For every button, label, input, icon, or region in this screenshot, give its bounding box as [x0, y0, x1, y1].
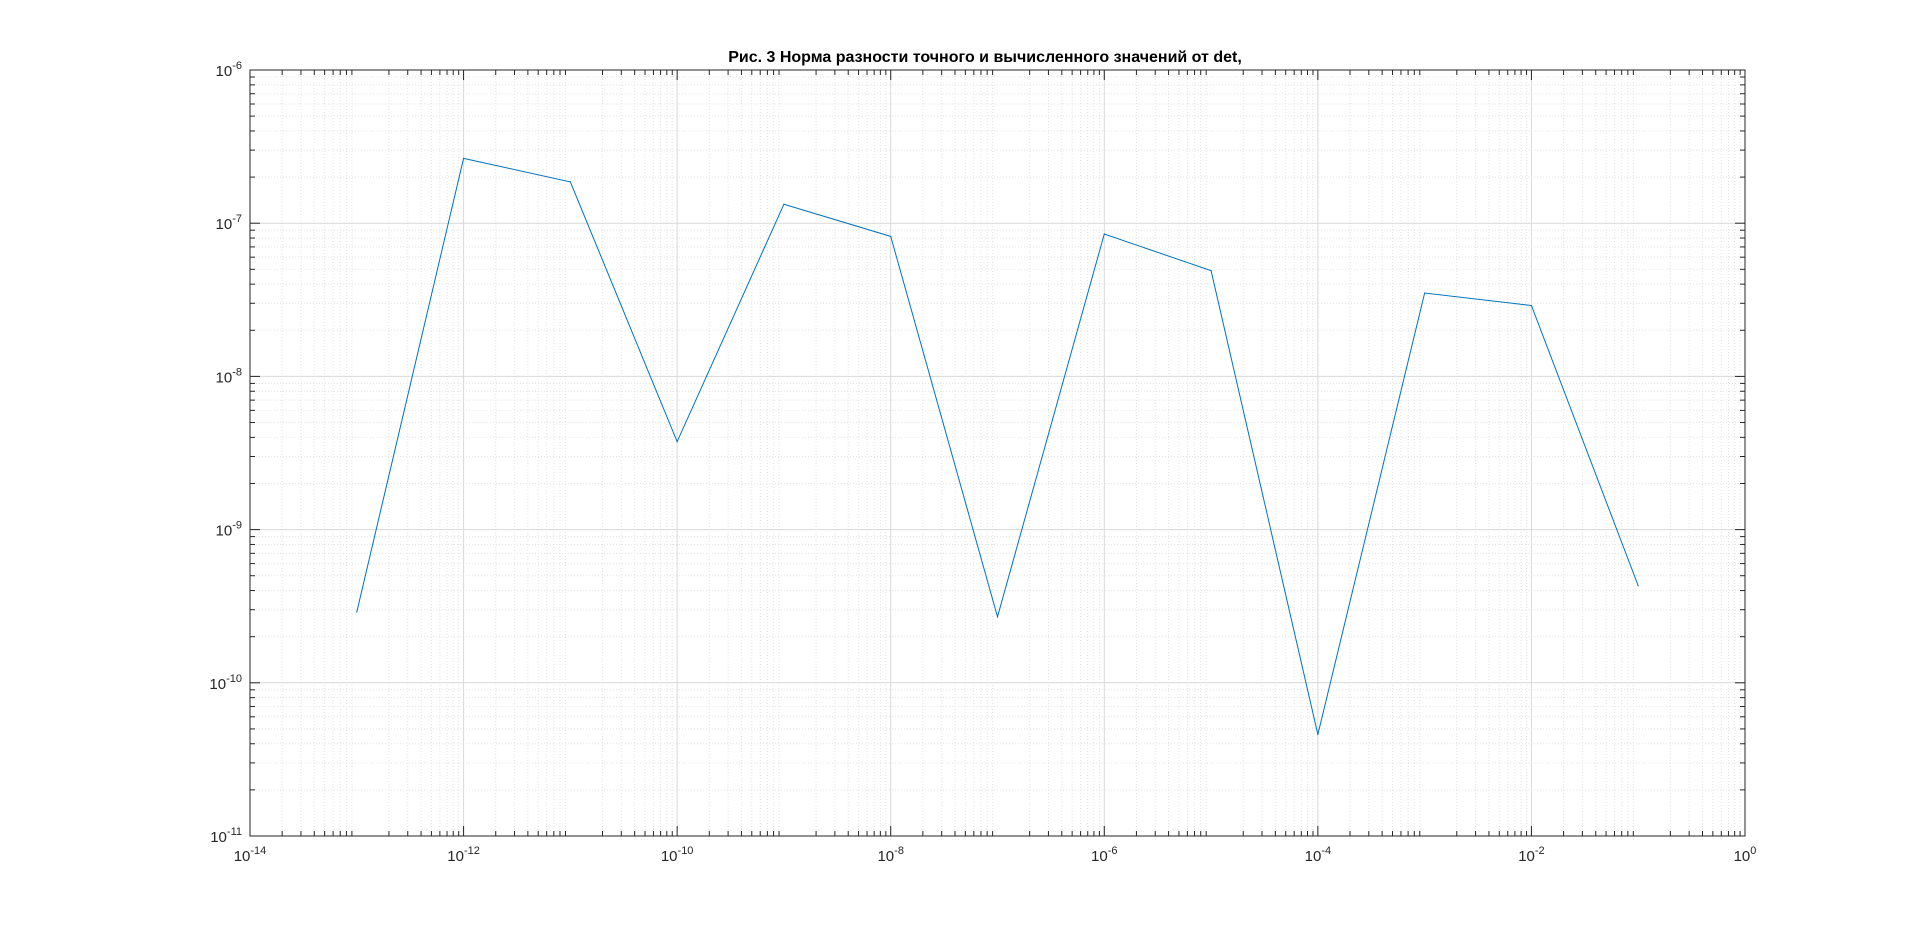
x-tick-label: 10-12 — [447, 845, 480, 865]
x-tick-label-base: 10 — [1091, 848, 1108, 865]
x-tick-label-exponent: -2 — [1535, 845, 1545, 857]
data-point — [1530, 304, 1533, 307]
y-tick-label-exponent: -6 — [232, 60, 242, 72]
data-point — [1103, 233, 1105, 235]
y-tick-label: 10-8 — [216, 366, 242, 386]
x-tick-label: 10-6 — [1091, 845, 1117, 865]
minor-grid — [250, 70, 1745, 836]
x-tick-labels: 10-14 10-12 10-10 10-8 10-6 10-4 10-2 100 — [234, 845, 1757, 865]
axes-frame — [249, 69, 1746, 837]
x-tick-label: 10-8 — [877, 845, 903, 865]
x-tick-label-exponent: -4 — [1321, 845, 1331, 857]
x-tick-label-exponent: -8 — [894, 845, 904, 857]
y-tick-label-base: 10 — [216, 63, 233, 80]
y-tick-label-base: 10 — [216, 369, 233, 386]
x-tick-label-base: 10 — [1305, 848, 1322, 865]
data-point — [783, 203, 785, 205]
x-tick-label: 10-14 — [234, 845, 267, 865]
x-tick-label-exponent: -10 — [678, 845, 694, 857]
x-tick-label: 10-2 — [1518, 845, 1544, 865]
y-tick-label-base: 10 — [209, 676, 226, 693]
chart-title: Рис. 3 Норма разности точного и вычислен… — [728, 49, 1242, 66]
data-point — [569, 181, 571, 183]
series-group — [356, 157, 1639, 736]
data-point — [996, 616, 999, 618]
y-tick-label-exponent: -11 — [227, 826, 242, 838]
y-tick-label-exponent: -9 — [232, 520, 242, 532]
y-tick-label-exponent: -7 — [232, 213, 242, 225]
data-point — [676, 441, 678, 443]
y-tick-label: 10-7 — [216, 213, 242, 233]
y-tick-label: 10-11 — [210, 826, 242, 846]
y-tick-label-base: 10 — [210, 829, 227, 846]
x-tick-label: 10-4 — [1305, 845, 1331, 865]
x-tick-label: 10-10 — [661, 845, 694, 865]
x-tick-label-exponent: -6 — [1108, 845, 1118, 857]
y-tick-label-base: 10 — [216, 216, 233, 233]
data-point — [1424, 292, 1426, 294]
data-point — [1637, 585, 1639, 587]
x-tick-label-exponent: 0 — [1750, 845, 1756, 857]
axis-ticks — [249, 69, 1746, 837]
x-tick-label-base: 10 — [1734, 848, 1751, 865]
x-tick-label-base: 10 — [234, 848, 251, 865]
x-tick-label-exponent: -12 — [464, 845, 480, 857]
data-point — [890, 235, 892, 238]
y-tick-label-exponent: -8 — [232, 366, 242, 378]
data-point — [1317, 733, 1319, 736]
data-point — [462, 157, 465, 159]
data-point — [356, 611, 358, 613]
x-tick-label-exponent: -14 — [250, 845, 266, 857]
x-tick-label-base: 10 — [1518, 848, 1535, 865]
y-tick-label-exponent: -10 — [226, 673, 242, 685]
x-tick-label-base: 10 — [447, 848, 464, 865]
x-tick-label: 100 — [1734, 845, 1757, 865]
y-tick-label: 10-9 — [216, 520, 242, 540]
x-tick-label-base: 10 — [877, 848, 894, 865]
y-tick-label-base: 10 — [216, 523, 233, 540]
axes-box — [249, 69, 1746, 837]
y-tick-label: 10-10 — [209, 673, 242, 693]
x-tick-label-base: 10 — [661, 848, 678, 865]
y-tick-label: 10-6 — [216, 60, 242, 80]
data-point — [1210, 270, 1212, 272]
